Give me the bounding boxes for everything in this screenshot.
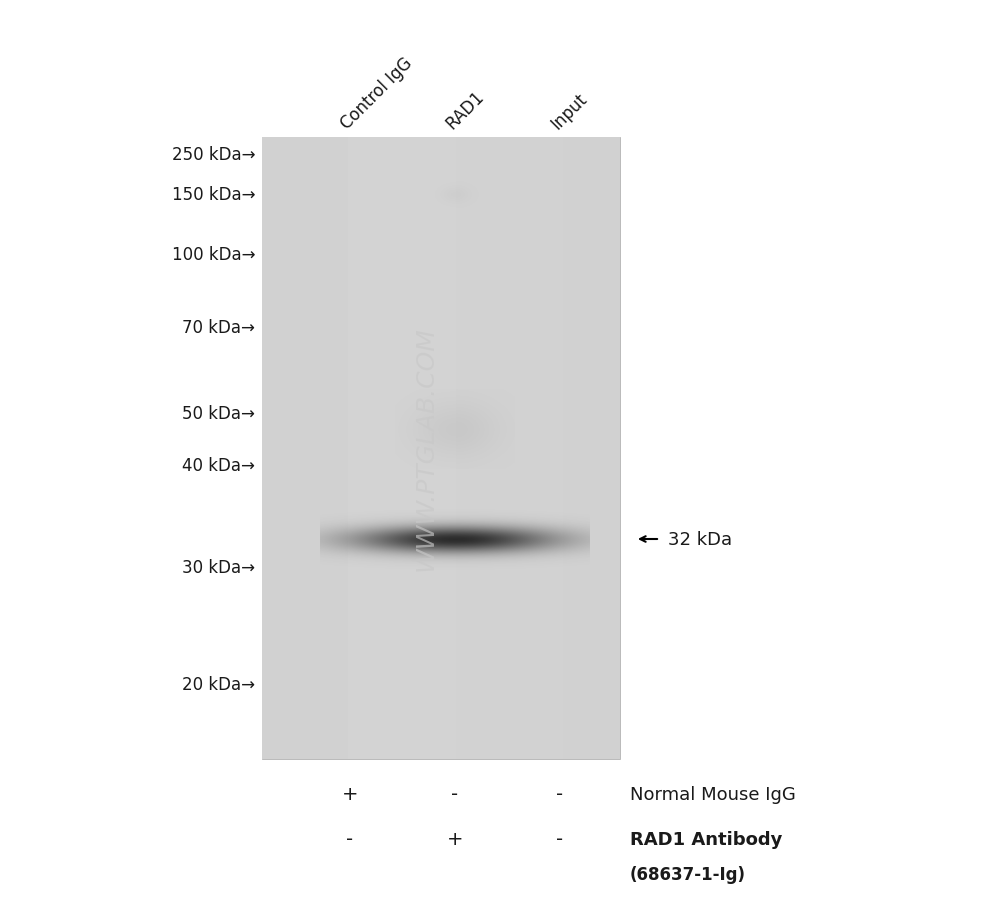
FancyBboxPatch shape [262,138,620,759]
Text: RAD1 Antibody: RAD1 Antibody [630,830,782,848]
Text: Normal Mouse IgG: Normal Mouse IgG [630,785,796,803]
Text: 250 kDa→: 250 kDa→ [172,146,255,164]
Text: 100 kDa→: 100 kDa→ [172,245,255,263]
Text: 50 kDa→: 50 kDa→ [182,405,255,422]
Text: 70 kDa→: 70 kDa→ [182,318,255,336]
Text: WWW.PTGLAB.COM: WWW.PTGLAB.COM [414,327,438,571]
Text: Control IgG: Control IgG [337,54,416,133]
Text: 20 kDa→: 20 kDa→ [182,676,255,694]
Text: -: - [556,785,564,804]
Text: 32 kDa: 32 kDa [668,530,732,548]
Text: 30 kDa→: 30 kDa→ [182,558,255,576]
Text: +: + [342,785,358,804]
Text: Input: Input [547,90,590,133]
Text: 40 kDa→: 40 kDa→ [182,456,255,474]
Text: -: - [346,830,354,849]
Text: -: - [556,830,564,849]
Text: (68637-1-Ig): (68637-1-Ig) [630,865,746,883]
Text: -: - [451,785,459,804]
Text: +: + [447,830,463,849]
Text: RAD1: RAD1 [442,87,487,133]
Text: 150 kDa→: 150 kDa→ [172,186,255,204]
